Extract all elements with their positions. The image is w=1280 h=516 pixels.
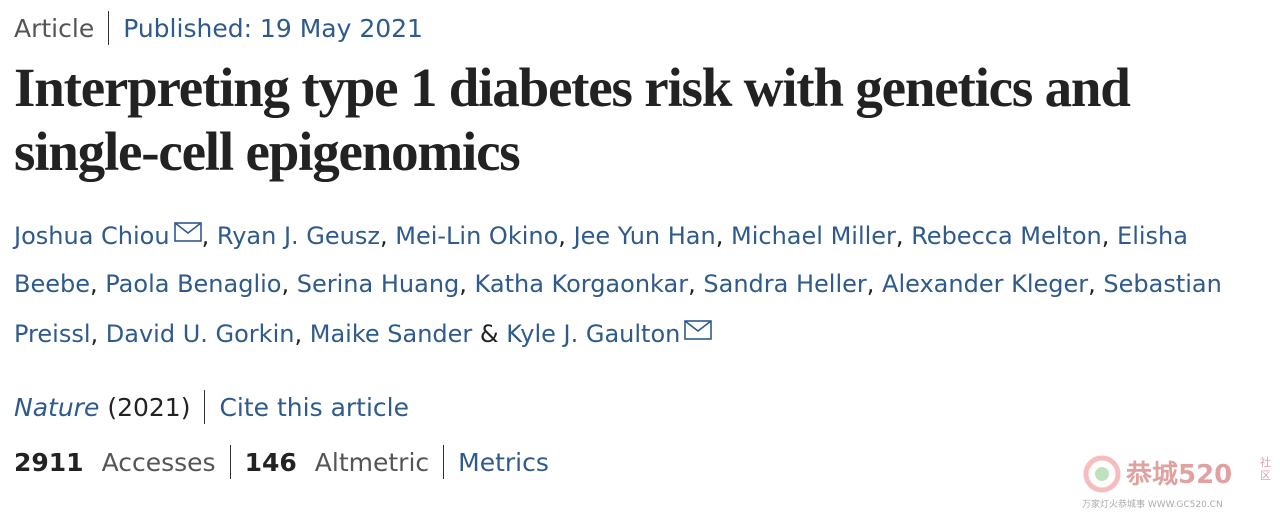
journal-year: (2021) [107,392,191,422]
author: Jee Yun Han [574,222,716,250]
divider [229,445,231,479]
separator: , [558,222,566,250]
author-list: Joshua Chiou, Ryan J. Geusz, Mei-Lin Oki… [14,210,1254,358]
author: Paola Benaglio [105,270,281,298]
envelope [684,320,713,340]
author-name[interactable]: Elisha Beebe [14,222,1188,298]
watermark-tagline: 万家灯火恭城事 WWW.GC520.CN [1082,500,1223,510]
separator: & [479,320,499,348]
author-name[interactable]: Paola Benaglio [105,270,282,298]
divider [443,445,445,479]
author: Maike Sander [310,320,473,348]
email-icon[interactable] [684,308,713,356]
divider [204,390,206,424]
separator: , [201,222,210,250]
author: Ryan J. Geusz [217,222,380,250]
accesses-count: 2911 [14,447,84,477]
separator: , [90,270,98,298]
author-name[interactable]: Sandra Heller [703,270,867,298]
separator: , [459,270,467,298]
author-name[interactable]: Mei-Lin Okino [395,222,559,250]
altmetric-count: 146 [244,447,297,477]
author-name[interactable]: Rebecca Melton [911,222,1102,250]
separator: , [90,320,99,348]
author: David U. Gorkin [106,320,295,348]
author-name[interactable]: Joshua Chiou [14,222,170,250]
author: Serina Huang [297,270,460,298]
author: Sebastian Preissl [14,270,1222,348]
author-name[interactable]: David U. Gorkin [105,320,295,348]
published-date: Published: 19 May 2021 [123,13,423,43]
author: Katha Korgaonkar [475,270,689,298]
author-name[interactable]: Ryan J. Geusz [216,222,380,250]
watermark: 恭城520 社区 万家灯火恭城事 WWW.GC520.CN [1082,454,1272,510]
cite-link[interactable]: Cite this article [219,392,409,422]
separator: , [1101,222,1110,250]
author-name[interactable]: Jee Yun Han [573,222,716,250]
separator: , [688,270,696,298]
header: Article Published: 19 May 2021 [14,10,423,46]
separator: , [1088,270,1096,298]
accesses-label: Accesses [101,447,216,477]
email-icon[interactable] [173,210,202,258]
article-type: Article [14,13,95,43]
author-name[interactable]: Maike Sander [309,320,473,348]
journal-name[interactable]: Nature [14,392,100,422]
author-name[interactable]: Serina Huang [296,270,460,298]
author: Alexander Kleger [882,270,1088,298]
author: Mei-Lin Okino [395,222,558,250]
separator: , [866,270,875,298]
journal-line: Nature (2021) Cite this article [14,388,409,426]
author: Joshua Chiou [14,222,202,250]
author-name[interactable]: Kyle J. Gaulton [506,320,681,348]
author: Rebecca Melton [911,222,1102,250]
separator: , [294,320,303,348]
altmetric-label: Altmetric [314,447,430,477]
watermark-side: 社区 [1260,456,1271,482]
watermark-logo: 恭城520 [1126,460,1233,490]
article-title: Interpreting type 1 diabetes risk with g… [14,57,1131,182]
author: Kyle J. Gaulton [506,320,713,348]
author: Sandra Heller [703,270,866,298]
author: Elisha Beebe [14,222,1188,298]
author-name[interactable]: Alexander Kleger [882,270,1089,298]
metrics-line: 2911 Accesses 146 Altmetric Metrics [14,443,549,481]
metrics-link[interactable]: Metrics [458,447,549,477]
separator: , [895,222,904,250]
separator: , [379,222,388,250]
author-name[interactable]: Sebastian Preissl [14,270,1222,348]
divider [108,11,110,45]
envelope [173,222,202,242]
watermark-icon [1083,455,1121,493]
author-name[interactable]: Michael Miller [731,222,896,250]
author: Michael Miller [731,222,896,250]
author-name[interactable]: Katha Korgaonkar [474,270,689,298]
separator: , [715,222,724,250]
separator: , [281,270,290,298]
